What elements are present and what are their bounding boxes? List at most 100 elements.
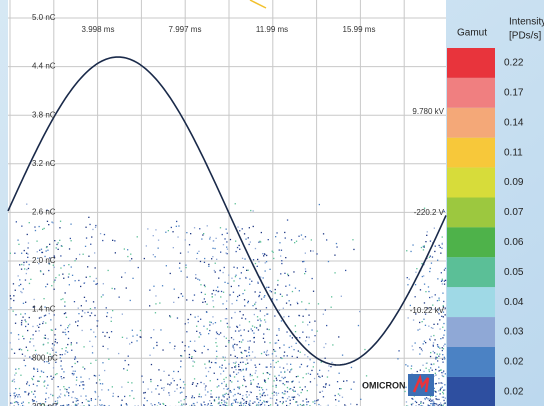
pd-dot (282, 307, 284, 309)
pd-dot (230, 285, 232, 288)
pd-dot (18, 243, 20, 245)
pd-dot (245, 369, 247, 371)
pd-dot (275, 342, 278, 344)
pd-dot (336, 381, 339, 383)
pd-dot (245, 394, 247, 396)
pd-dot (77, 307, 79, 309)
pd-dot (47, 338, 49, 340)
pd-dot (293, 396, 296, 398)
pd-dot (18, 285, 20, 287)
pd-dot (79, 384, 81, 387)
pd-dot (44, 380, 46, 382)
pd-dot (197, 320, 199, 323)
reference-voltage (7, 56, 447, 366)
pointer-line (249, 0, 267, 9)
pd-dot (258, 295, 260, 298)
pd-dot (13, 381, 16, 383)
pd-dot (421, 263, 423, 265)
pd-dot (32, 306, 34, 308)
pd-dot (239, 402, 241, 404)
pd-dot (154, 312, 157, 314)
pd-dot (294, 287, 297, 289)
pd-dot (441, 372, 443, 374)
pd-dot (412, 398, 414, 400)
pd-dot (28, 282, 31, 285)
pd-dot (406, 250, 408, 252)
pd-dot (444, 402, 446, 404)
pd-dot (69, 237, 71, 240)
pd-dot (319, 376, 321, 378)
pd-dot (168, 374, 170, 376)
pd-dot (74, 356, 76, 358)
y-label: 800 pC (32, 353, 58, 362)
pd-dot (442, 391, 444, 393)
pd-dot (44, 401, 47, 403)
legend-value: 0.05 (504, 267, 524, 278)
pd-dot (114, 252, 116, 254)
pd-dot (248, 227, 250, 229)
pd-dot (276, 299, 278, 301)
pd-dot (269, 290, 271, 292)
pd-dot (151, 404, 153, 406)
pd-dot (296, 401, 298, 403)
pd-dot (142, 381, 144, 383)
pd-dot (54, 400, 57, 403)
pd-dot (71, 349, 73, 351)
pd-dot (273, 349, 275, 351)
pd-dot (117, 395, 119, 398)
pd-dot (192, 365, 194, 367)
pd-dot (336, 246, 338, 248)
pd-dot (12, 310, 14, 312)
legend-value: 0.02 (504, 357, 524, 368)
pd-dot (74, 397, 76, 399)
pd-dot (94, 307, 96, 309)
pd-dot (293, 271, 295, 273)
pd-dot (158, 402, 160, 404)
pd-dot (126, 404, 128, 406)
pd-dot (236, 246, 239, 249)
pd-dot (220, 373, 222, 375)
pd-dot (95, 359, 97, 361)
pd-dot (186, 331, 188, 333)
pd-dot (216, 258, 218, 260)
pd-dot (443, 399, 445, 402)
pd-dot (297, 302, 299, 305)
pd-dot (306, 390, 308, 392)
pd-dot (214, 247, 216, 250)
pd-dot (216, 355, 218, 358)
pd-dot (420, 402, 422, 404)
pd-dot (26, 233, 28, 236)
pd-dot (246, 391, 248, 393)
pd-dot (130, 253, 132, 255)
pd-dot (308, 336, 310, 339)
pd-dot (226, 388, 228, 390)
y-label: 200 pC (32, 402, 58, 406)
pd-dot (25, 261, 28, 263)
pd-dot (37, 370, 39, 372)
pd-dot (64, 331, 66, 334)
pd-dot (94, 314, 96, 317)
pd-dot (226, 253, 228, 255)
pd-dot (15, 401, 17, 403)
pd-dot (21, 291, 23, 294)
pd-dot (84, 245, 87, 247)
pd-dot (43, 315, 46, 317)
pd-dot (419, 328, 421, 330)
brand: OMICRON (362, 380, 406, 390)
pd-dot (407, 317, 409, 319)
pd-dot (281, 357, 283, 360)
pd-dot (296, 301, 298, 304)
pd-dot (110, 320, 112, 322)
pd-dot (428, 399, 431, 402)
pd-dot (241, 397, 244, 400)
pd-dot (33, 298, 35, 301)
pd-dot (234, 400, 237, 402)
pd-dot (60, 267, 62, 269)
pd-dot (434, 245, 436, 247)
pd-dot (180, 293, 182, 295)
pd-dot (181, 391, 183, 393)
pd-dot (428, 369, 430, 371)
pd-dot (20, 283, 22, 286)
pd-dot (143, 404, 145, 406)
pd-dot (353, 248, 355, 251)
